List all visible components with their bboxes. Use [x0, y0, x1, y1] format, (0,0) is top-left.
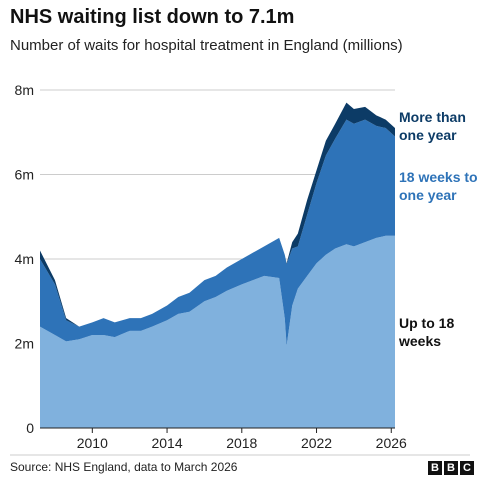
y-tick-label: 6m — [15, 167, 34, 183]
y-tick-label: 8m — [15, 82, 34, 98]
series-label: Up to 18 weeks — [399, 314, 455, 349]
logo: B — [428, 461, 442, 475]
x-tick-label: 2026 — [376, 435, 407, 451]
y-tick-label: 2m — [15, 336, 34, 352]
x-tick-label: 2010 — [77, 435, 108, 451]
x-tick-label: 2018 — [226, 435, 257, 451]
series-label: More than one year — [399, 109, 466, 144]
x-tick-label: 2022 — [301, 435, 332, 451]
y-tick-label: 0 — [26, 420, 34, 436]
x-tick-label: 2014 — [151, 435, 182, 451]
area — [40, 235, 395, 428]
logo: C — [460, 461, 474, 475]
chart-subtitle: Number of waits for hospital treatment i… — [10, 37, 403, 54]
y-tick-label: 4m — [15, 251, 34, 267]
logo: B — [444, 461, 458, 475]
chart-title: NHS waiting list down to 7.1m — [10, 6, 295, 28]
source: Source: NHS England, data to March 2026 — [10, 460, 238, 474]
series-label: 18 weeks to one year — [399, 169, 478, 204]
area — [40, 119, 395, 346]
